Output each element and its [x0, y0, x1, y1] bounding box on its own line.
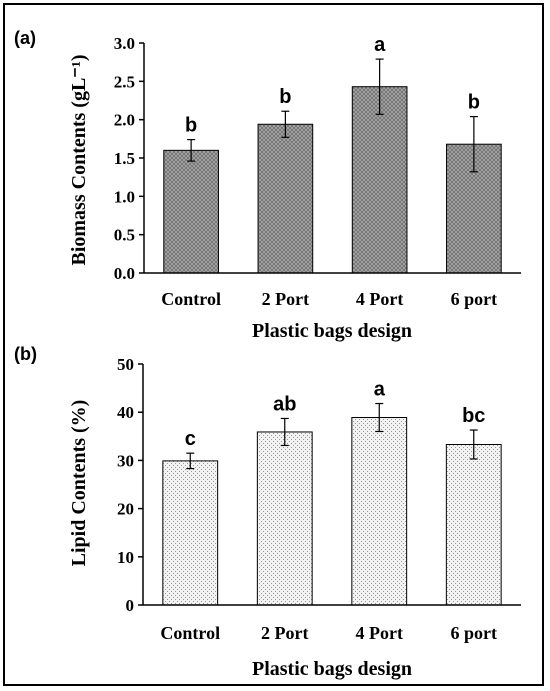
y-tick-label-a: 0.5 [114, 226, 135, 245]
y-tick-label-b: 0 [126, 596, 135, 615]
bar-b [256, 431, 313, 606]
figure-frame: (a) Biomass Contents (gL⁻¹) Plastic bags… [3, 3, 544, 686]
x-tick-label-b: 2 Port [261, 623, 308, 643]
chart-panel-b: (b) Lipid Contents (%) Plastic bags desi… [14, 344, 521, 680]
significance-label-a: b [468, 92, 480, 114]
error-bar-b [186, 452, 195, 470]
error-bar-a [469, 115, 478, 173]
y-tick-label-b: 20 [117, 500, 134, 519]
y-tick-label-a: 2.0 [114, 111, 135, 130]
bar-a [351, 86, 408, 274]
y-axis-title-a: Biomass Contents (gL⁻¹) [68, 54, 90, 265]
x-tick-label-a: 2 Port [262, 289, 309, 309]
y-tick-label-b: 30 [117, 451, 134, 470]
x-tick-label-b: 6 port [451, 623, 498, 643]
y-tick-label-b: 10 [117, 548, 134, 567]
error-bar-a [375, 58, 384, 115]
chart-canvas: (a) Biomass Contents (gL⁻¹) Plastic bags… [14, 28, 521, 680]
panel-label-b: (b) [14, 344, 37, 364]
significance-label-b: a [374, 379, 386, 401]
error-bar-a [281, 110, 290, 138]
bar-b [162, 460, 219, 606]
x-tick-label-a: Control [161, 289, 221, 309]
significance-label-b: bc [462, 405, 485, 427]
error-bar-a [187, 139, 196, 162]
bar-b [351, 417, 408, 606]
bar-a [163, 149, 219, 274]
error-bar-b [280, 417, 289, 447]
y-tick-label-a: 3.0 [114, 34, 135, 53]
y-axis-title-b: Lipid Contents (%) [68, 400, 90, 567]
significance-label-b: c [185, 428, 196, 450]
bar-a [257, 123, 314, 274]
y-tick-label-a: 1.0 [114, 187, 135, 206]
error-bar-b [375, 402, 384, 433]
y-tick-label-b: 50 [117, 355, 134, 374]
significance-label-a: b [185, 115, 197, 137]
x-tick-label-a: 4 Port [356, 289, 403, 309]
x-axis-title-b: Plastic bags design [252, 658, 412, 680]
y-tick-label-a: 1.5 [114, 149, 135, 168]
x-tick-label-a: 6 port [451, 289, 498, 309]
significance-label-a: a [374, 34, 386, 56]
y-tick-label-a: 0.0 [114, 264, 135, 283]
significance-label-b: ab [273, 393, 296, 415]
error-bar-b [469, 429, 478, 460]
x-tick-label-b: Control [160, 623, 220, 643]
bar-b [445, 443, 502, 606]
y-tick-label-a: 2.5 [114, 72, 135, 91]
chart-panel-a: (a) Biomass Contents (gL⁻¹) Plastic bags… [14, 28, 521, 342]
x-axis-title-a: Plastic bags design [252, 320, 412, 342]
x-tick-label-b: 4 Port [356, 623, 403, 643]
y-tick-label-b: 40 [117, 403, 134, 422]
panel-label-a: (a) [14, 28, 36, 48]
significance-label-a: b [279, 86, 291, 108]
